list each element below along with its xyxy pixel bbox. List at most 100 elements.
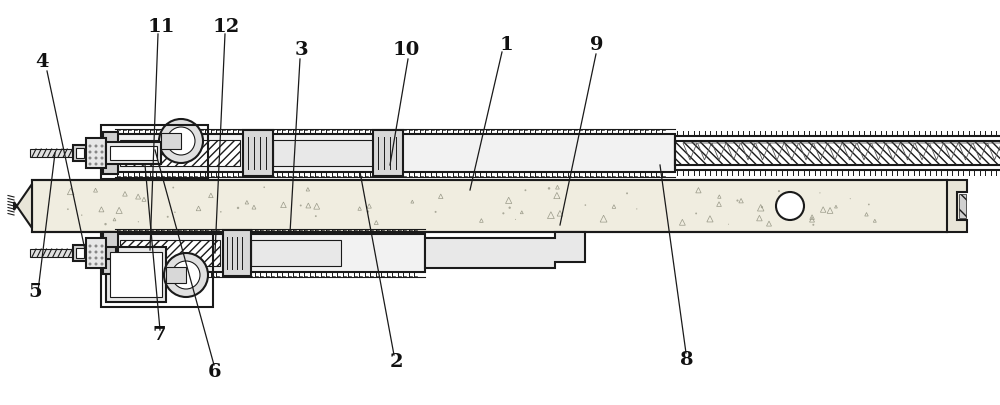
Polygon shape <box>425 232 585 268</box>
Circle shape <box>94 251 98 254</box>
Circle shape <box>868 204 870 205</box>
Circle shape <box>88 151 92 153</box>
Circle shape <box>94 256 98 260</box>
Circle shape <box>94 145 98 147</box>
Circle shape <box>88 162 92 166</box>
Circle shape <box>435 211 437 213</box>
Circle shape <box>508 207 511 209</box>
Circle shape <box>585 204 586 206</box>
Circle shape <box>174 211 176 213</box>
Bar <box>675 141 1000 165</box>
Bar <box>243 130 273 176</box>
Circle shape <box>736 200 739 202</box>
Bar <box>120 240 220 266</box>
Bar <box>959 194 966 218</box>
Text: 12: 12 <box>213 18 240 36</box>
Bar <box>106 247 166 302</box>
Bar <box>101 232 213 307</box>
Text: 10: 10 <box>393 41 420 59</box>
Circle shape <box>167 216 169 218</box>
Circle shape <box>88 262 92 266</box>
Circle shape <box>88 251 92 254</box>
Circle shape <box>94 151 98 153</box>
Text: 1: 1 <box>500 36 514 54</box>
Circle shape <box>636 208 637 209</box>
Bar <box>223 230 251 276</box>
Circle shape <box>100 145 104 147</box>
Ellipse shape <box>934 180 960 232</box>
Bar <box>120 140 240 166</box>
Circle shape <box>81 214 82 216</box>
Text: 9: 9 <box>590 36 604 54</box>
Text: 3: 3 <box>295 41 309 59</box>
Circle shape <box>138 221 139 222</box>
Bar <box>251 240 341 266</box>
Circle shape <box>300 205 302 207</box>
Circle shape <box>795 200 796 201</box>
Bar <box>273 140 373 166</box>
Bar <box>30 149 103 157</box>
Circle shape <box>100 262 104 266</box>
Circle shape <box>728 224 729 225</box>
Bar <box>110 146 157 160</box>
Circle shape <box>524 189 526 191</box>
Circle shape <box>850 198 851 199</box>
Circle shape <box>100 156 104 160</box>
Bar <box>101 125 208 179</box>
Bar <box>76 248 84 258</box>
Bar <box>373 130 403 176</box>
Text: 8: 8 <box>680 351 694 369</box>
Circle shape <box>776 192 804 220</box>
Circle shape <box>167 127 195 155</box>
Circle shape <box>220 211 222 213</box>
Circle shape <box>104 223 107 225</box>
Text: 7: 7 <box>153 326 166 344</box>
Bar <box>115 234 425 272</box>
Bar <box>86 238 106 268</box>
Circle shape <box>88 145 92 147</box>
Bar <box>106 142 161 164</box>
Circle shape <box>94 262 98 266</box>
Circle shape <box>695 213 697 214</box>
Circle shape <box>94 245 98 247</box>
Circle shape <box>94 162 98 166</box>
Bar <box>86 138 106 168</box>
Bar <box>115 134 675 172</box>
Circle shape <box>502 212 504 214</box>
Circle shape <box>172 187 174 188</box>
Circle shape <box>67 208 69 210</box>
Text: 4: 4 <box>35 53 48 71</box>
Text: 5: 5 <box>28 283 42 301</box>
Circle shape <box>819 192 821 194</box>
Text: 2: 2 <box>390 353 404 371</box>
Circle shape <box>515 219 516 220</box>
Bar <box>106 147 116 159</box>
Circle shape <box>367 210 369 213</box>
Circle shape <box>88 256 92 260</box>
Circle shape <box>761 206 763 208</box>
Bar <box>73 245 87 261</box>
Text: 6: 6 <box>208 363 222 381</box>
Polygon shape <box>14 184 32 228</box>
Circle shape <box>800 207 802 208</box>
Circle shape <box>100 251 104 254</box>
Bar <box>103 232 118 274</box>
Bar <box>675 136 1000 170</box>
Circle shape <box>100 151 104 153</box>
Bar <box>110 252 162 297</box>
Circle shape <box>100 245 104 247</box>
Circle shape <box>100 256 104 260</box>
Circle shape <box>159 119 203 163</box>
Bar <box>106 247 116 259</box>
Bar <box>166 267 186 283</box>
Circle shape <box>778 190 780 192</box>
Bar <box>30 249 103 257</box>
Circle shape <box>626 192 628 194</box>
Bar <box>161 133 181 149</box>
Circle shape <box>548 187 550 190</box>
Circle shape <box>100 162 104 166</box>
Circle shape <box>94 156 98 160</box>
Circle shape <box>88 156 92 160</box>
Circle shape <box>88 245 92 247</box>
Circle shape <box>315 215 317 217</box>
